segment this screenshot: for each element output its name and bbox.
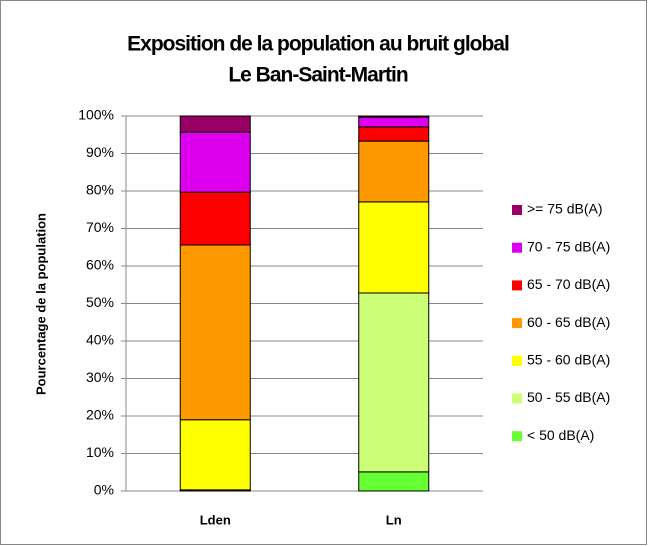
bar-segment	[358, 116, 430, 128]
x-tick-label: Ln	[386, 512, 402, 527]
legend-swatch	[512, 431, 522, 442]
legend-swatch	[512, 280, 522, 291]
chart-title: Exposition de la population au bruit glo…	[127, 33, 509, 56]
y-tick-label: 70%	[86, 219, 114, 235]
bar-segment	[358, 201, 430, 294]
y-tick-label: 0%	[94, 482, 114, 498]
legend-label: 55 - 60 dB(A)	[527, 352, 610, 368]
bar-segment	[179, 115, 251, 133]
y-tick-label: 60%	[86, 257, 114, 273]
bar-segment	[179, 131, 251, 193]
x-tick-label: Lden	[200, 512, 231, 527]
bar-segment	[179, 419, 251, 491]
bar-segment	[179, 191, 251, 246]
y-axis-title: Pourcentage de la population	[33, 213, 48, 395]
bar-segment	[358, 292, 430, 473]
legend-swatch	[512, 205, 522, 215]
bar-segment	[358, 115, 430, 118]
bar-segment	[358, 140, 430, 203]
y-tick-label: 10%	[86, 444, 114, 460]
bar-segment	[358, 126, 430, 142]
bar-segment	[358, 471, 430, 492]
bar-segment	[179, 244, 251, 421]
y-tick-label: 90%	[86, 144, 114, 160]
y-tick-label: 80%	[86, 182, 114, 198]
legend-label: 65 - 70 dB(A)	[527, 276, 610, 292]
legend-swatch	[512, 318, 522, 329]
y-tick-label: 20%	[86, 407, 114, 423]
legend-swatch	[512, 242, 522, 253]
legend-label: >= 75 dB(A)	[527, 201, 603, 217]
legend-swatch	[512, 393, 522, 404]
legend-label: 60 - 65 dB(A)	[527, 314, 610, 330]
legend-swatch	[512, 355, 522, 366]
chart-subtitle: Le Ban-Saint-Martin	[228, 64, 408, 87]
legend-label: 50 - 55 dB(A)	[527, 389, 610, 405]
legend-label: 70 - 75 dB(A)	[527, 238, 610, 254]
y-tick-label: 100%	[78, 107, 114, 123]
y-tick-label: 30%	[86, 369, 114, 385]
y-tick-label: 40%	[86, 332, 114, 348]
y-tick-label: 50%	[86, 294, 114, 310]
legend-label: < 50 dB(A)	[527, 427, 594, 443]
